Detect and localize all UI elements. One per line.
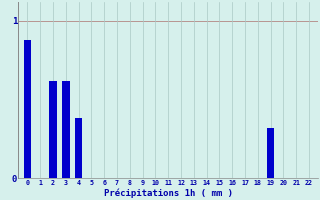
Bar	[49, 81, 57, 178]
X-axis label: Précipitations 1h ( mm ): Précipitations 1h ( mm )	[104, 188, 233, 198]
Bar	[24, 40, 31, 178]
Bar	[62, 81, 70, 178]
Bar	[267, 128, 275, 178]
Bar	[75, 118, 83, 178]
